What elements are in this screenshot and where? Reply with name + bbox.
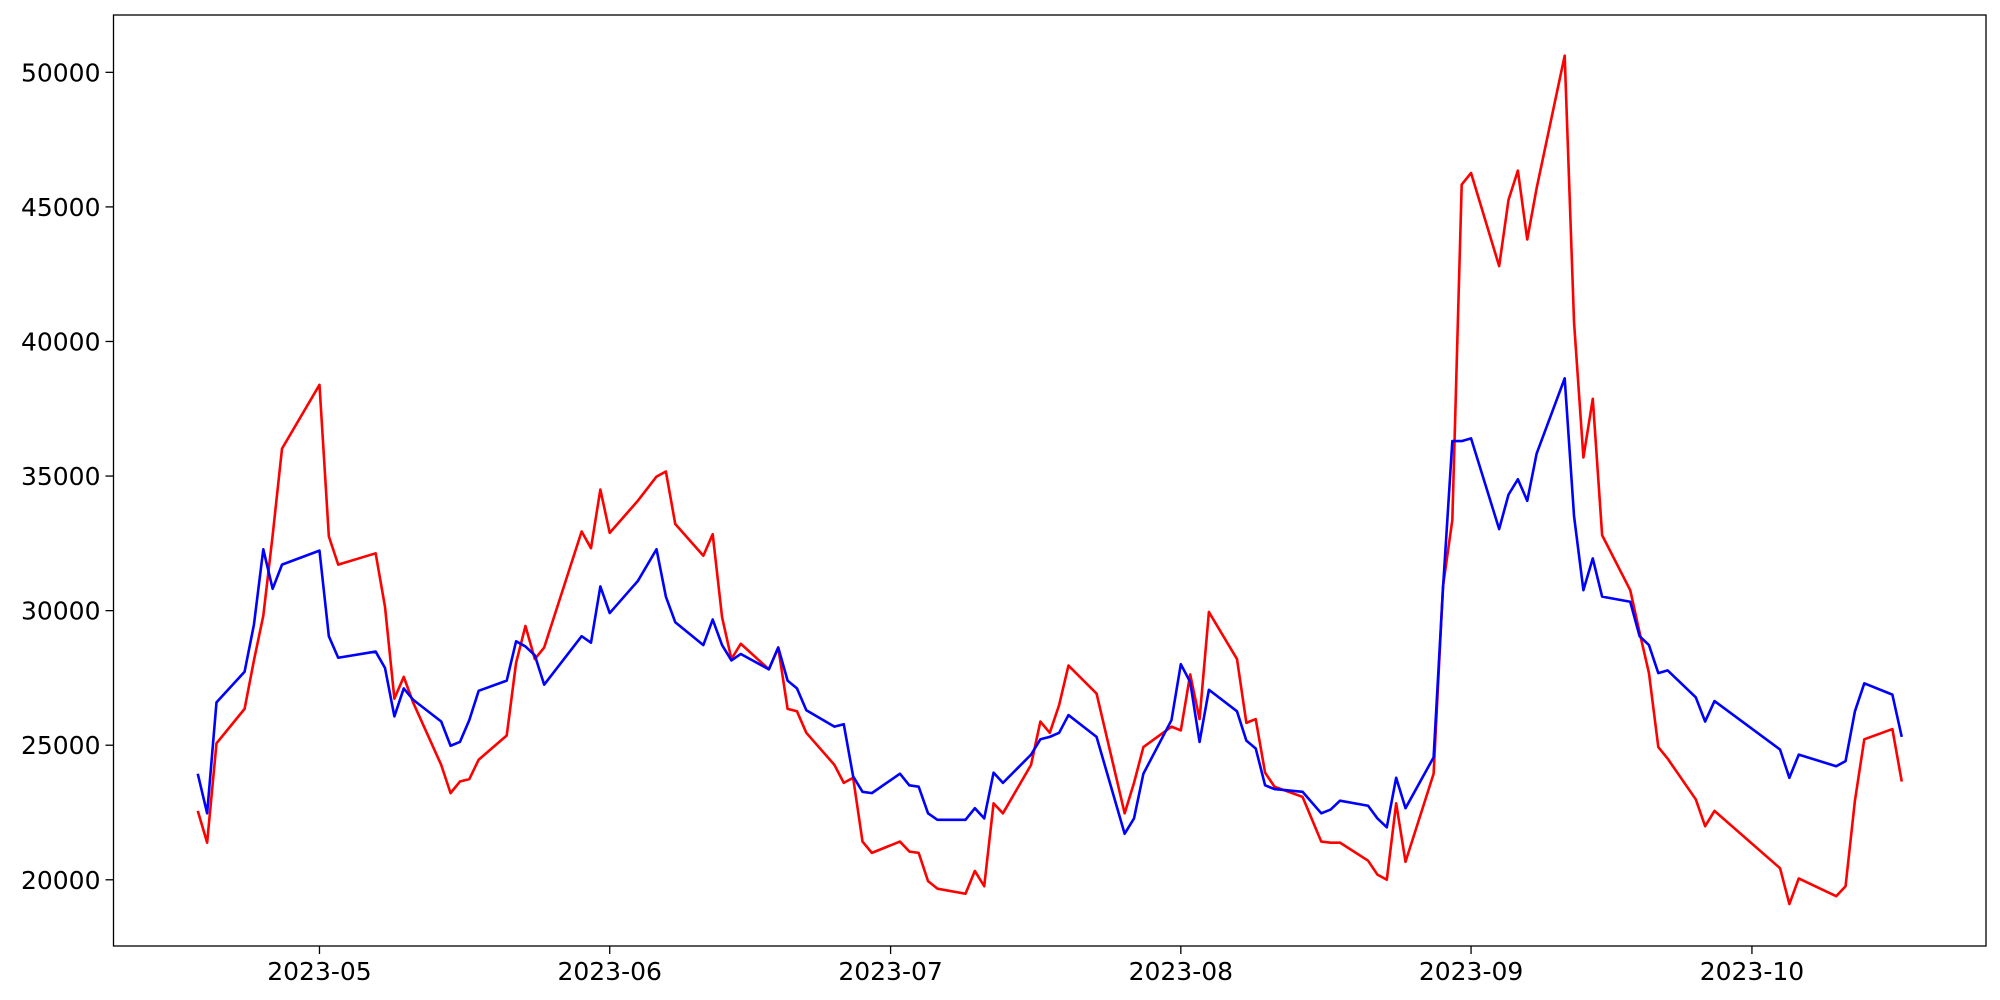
- y-tick-label: 30000: [21, 597, 101, 626]
- y-tick-label: 45000: [21, 193, 101, 222]
- y-tick-label: 50000: [21, 58, 101, 87]
- series-line: [196, 377, 1904, 836]
- x-tick-label: 2023-09: [1419, 957, 1523, 986]
- x-tick-label: 2023-08: [1129, 957, 1233, 986]
- y-tick-label: 25000: [21, 731, 101, 760]
- series-line: [196, 54, 1904, 906]
- x-tick-label: 2023-07: [838, 957, 942, 986]
- y-tick-label: 20000: [21, 866, 101, 895]
- plot-frame: [112, 14, 1987, 947]
- x-tick-label: 2023-10: [1700, 957, 1804, 986]
- x-tick-label: 2023-06: [557, 957, 661, 986]
- y-tick-label: 35000: [21, 462, 101, 491]
- x-tick-label: 2023-05: [267, 957, 371, 986]
- y-tick-label: 40000: [21, 327, 101, 356]
